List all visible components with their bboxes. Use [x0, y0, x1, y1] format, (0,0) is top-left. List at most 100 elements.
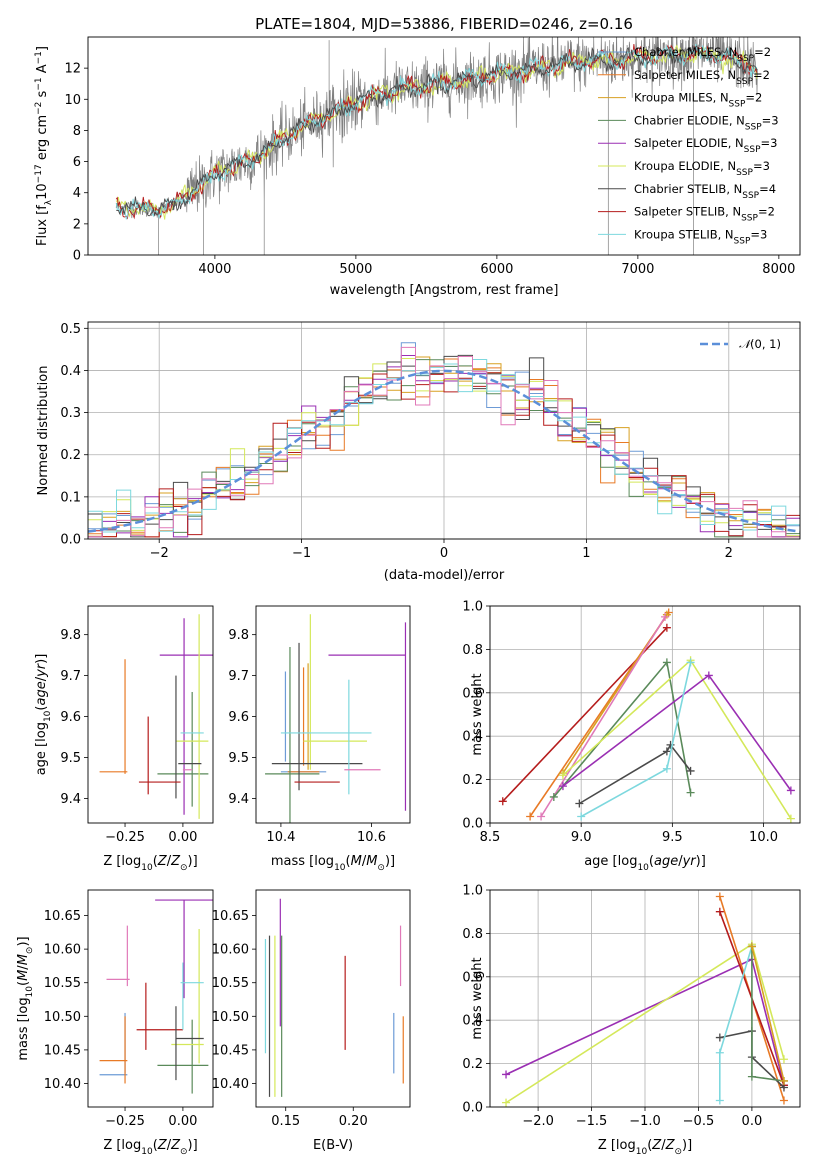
x-tick-label: 4000 [198, 262, 231, 277]
weight-marker [558, 771, 567, 780]
y-axis-label: age [log10(age/yr)] [34, 654, 53, 776]
y-tick-label: 0.6 [462, 686, 483, 701]
weight-marker [549, 792, 558, 801]
legend-label: Salpeter ELODIE, NSSP=3 [634, 136, 777, 155]
y-axis-label: mass weight [470, 673, 485, 755]
weight-marker [577, 812, 586, 821]
weight-marker [526, 812, 535, 821]
y-tick-label: 0.3 [60, 406, 81, 421]
x-tick-label: 0.00 [168, 830, 197, 845]
weight-marker [786, 786, 795, 795]
y-tick-label: 1.0 [462, 884, 483, 899]
y-tick-label: 9.6 [60, 710, 81, 725]
axes-age-weight: 8.5 9.0 9.5 10.0 0.0 0.2 0.4 0.6 0.8 1.0 [462, 600, 800, 845]
y-tick-label: 0.5 [60, 322, 81, 337]
y-tick-label: 10.50 [212, 1010, 249, 1025]
x-tick-label: 1 [582, 546, 590, 561]
x-tick-label: 0.0 [742, 1114, 763, 1129]
weight-series [502, 892, 788, 1107]
legend-label: Salpeter MILES, NSSP=2 [634, 68, 770, 87]
axes-frame [87, 36, 801, 256]
y-tick-label: 0.2 [462, 773, 483, 788]
weight-line [540, 616, 666, 817]
y-tick-label: 9.4 [228, 792, 249, 807]
legend-label: Kroupa STELIB, NSSP=3 [634, 227, 767, 246]
y-tick-label: 10.60 [212, 943, 249, 958]
axes-frame [255, 605, 411, 824]
weight-marker [662, 764, 671, 773]
y-tick-label: 9.4 [60, 792, 81, 807]
y-tick-label: 10.45 [44, 1043, 81, 1058]
errorbars [264, 898, 404, 1097]
axes-Z-age: −0.25 0.00 9.4 9.5 9.6 9.7 9.8 [60, 628, 197, 845]
x-tick-label: 9.0 [571, 830, 592, 845]
y-tick-label: 1.0 [462, 600, 483, 615]
x-axis-label: Z [log10(Z/Z⊙)] [103, 1138, 197, 1157]
model-spectrum [115, 43, 758, 220]
y-tick-label: 0.2 [462, 1057, 483, 1072]
legend-label: 𝒩(0, 1) [739, 337, 781, 351]
axes-Z-weight: −2.0 −1.5 −1.0 −0.5 0.0 0.0 0.2 0.4 0.6 0.8 1.0 [462, 884, 800, 1129]
y-tick-label: 9.5 [228, 751, 249, 766]
axes-frame [255, 889, 411, 1108]
x-tick-label: −0.25 [105, 830, 145, 845]
errorbars [99, 614, 213, 819]
axes-frame [87, 605, 214, 824]
x-axis-label: (data-model)/error [384, 568, 505, 583]
y-tick-label: 4 [73, 186, 81, 201]
weight-marker [686, 788, 695, 797]
weight-line [719, 946, 753, 1101]
y-tick-label: 6 [73, 155, 81, 170]
y-tick-label: 0.0 [462, 1101, 483, 1116]
weight-marker [779, 1055, 788, 1064]
legend-label: Chabrier ELODIE, NSSP=3 [634, 113, 779, 132]
x-tick-label: 0.15 [271, 1114, 300, 1129]
axes-spectrum: 4000 5000 6000 7000 8000 0 2 4 6 8 10 12 [64, 62, 795, 277]
x-tick-label: −2.0 [522, 1114, 554, 1129]
weight-line [751, 946, 785, 1082]
weight-marker [686, 658, 695, 667]
y-tick-label: 10.65 [44, 909, 81, 924]
y-tick-label: 0.8 [462, 927, 483, 942]
weight-series [498, 608, 795, 823]
x-axis-label: wavelength [Angstrom, rest frame] [330, 283, 559, 298]
x-tick-label: −1.0 [629, 1114, 661, 1129]
axes-frame [489, 605, 801, 824]
y-tick-label: 10 [64, 93, 81, 108]
x-tick-label: −0.25 [105, 1114, 145, 1129]
weight-marker [498, 797, 507, 806]
x-tick-label: −0.5 [683, 1114, 715, 1129]
axes-frame [87, 889, 214, 1108]
spectrum-lines [115, 37, 758, 255]
x-tick-label: −2 [150, 546, 169, 561]
weight-marker [537, 812, 546, 821]
y-tick-label: 0.4 [60, 364, 81, 379]
weight-marker [715, 1096, 724, 1105]
y-tick-label: 0.6 [462, 970, 483, 985]
weight-marker [704, 671, 713, 680]
axes-Z-mass: −0.25 0.00 10.40 10.45 10.50 10.55 10.60 10.65 [44, 909, 198, 1129]
x-tick-label: −1 [292, 546, 311, 561]
y-tick-label: 10.45 [212, 1043, 249, 1058]
x-tick-label: 2 [725, 546, 733, 561]
legend-label: Kroupa ELODIE, NSSP=3 [634, 159, 770, 178]
y-tick-label: 10.55 [44, 976, 81, 991]
y-axis-label: mass [log10(M/M⊙)] [16, 936, 35, 1060]
normal-curve [88, 369, 800, 533]
x-tick-label: 6000 [480, 262, 513, 277]
weight-marker [686, 766, 695, 775]
model-spectrum [115, 44, 758, 220]
y-tick-label: 0.2 [60, 448, 81, 463]
axes-ebv-mass: 0.15 0.20 10.40 10.45 10.50 10.55 10.60 10.65 [212, 909, 368, 1129]
legend-label: Salpeter STELIB, NSSP=2 [634, 205, 775, 224]
errorbars [265, 614, 407, 823]
weight-marker [558, 782, 567, 791]
weight-marker [715, 1048, 724, 1057]
x-tick-label: 10.0 [749, 830, 778, 845]
weight-line [578, 743, 692, 805]
weight-marker [715, 1033, 724, 1042]
x-tick-label: 9.5 [662, 830, 683, 845]
x-axis-label: Z [log10(Z/Z⊙)] [598, 1138, 692, 1157]
y-tick-label: 0 [73, 249, 81, 264]
y-tick-label: 0.1 [60, 490, 81, 505]
